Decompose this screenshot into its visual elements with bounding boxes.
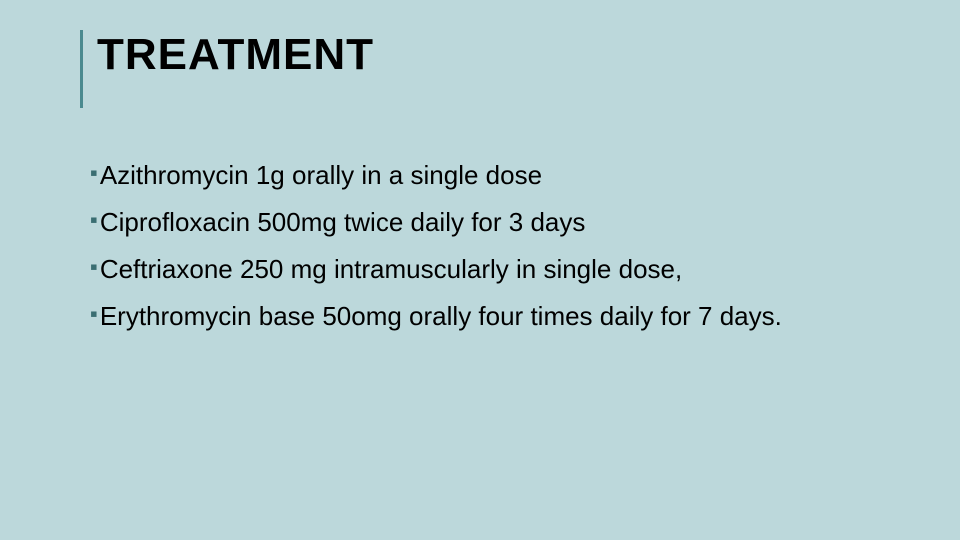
bullet-icon: ▪: [90, 205, 98, 235]
list-item: ▪ Ceftriaxone 250 mg intramuscularly in …: [90, 252, 880, 287]
list-item: ▪ Ciprofloxacin 500mg twice daily for 3 …: [90, 205, 880, 240]
bullet-text: Erythromycin base 50omg orally four time…: [100, 299, 782, 334]
bullet-list: ▪ Azithromycin 1g orally in a single dos…: [80, 158, 880, 334]
bullet-text: Ceftriaxone 250 mg intramuscularly in si…: [100, 252, 682, 287]
bullet-text: Ciprofloxacin 500mg twice daily for 3 da…: [100, 205, 586, 240]
bullet-text: Azithromycin 1g orally in a single dose: [100, 158, 542, 193]
slide: TREATMENT ▪ Azithromycin 1g orally in a …: [0, 0, 960, 540]
title-block: TREATMENT: [80, 30, 880, 108]
list-item: ▪ Erythromycin base 50omg orally four ti…: [90, 299, 880, 334]
bullet-icon: ▪: [90, 299, 98, 329]
bullet-icon: ▪: [90, 252, 98, 282]
bullet-icon: ▪: [90, 158, 98, 188]
slide-title: TREATMENT: [97, 30, 880, 80]
list-item: ▪ Azithromycin 1g orally in a single dos…: [90, 158, 880, 193]
